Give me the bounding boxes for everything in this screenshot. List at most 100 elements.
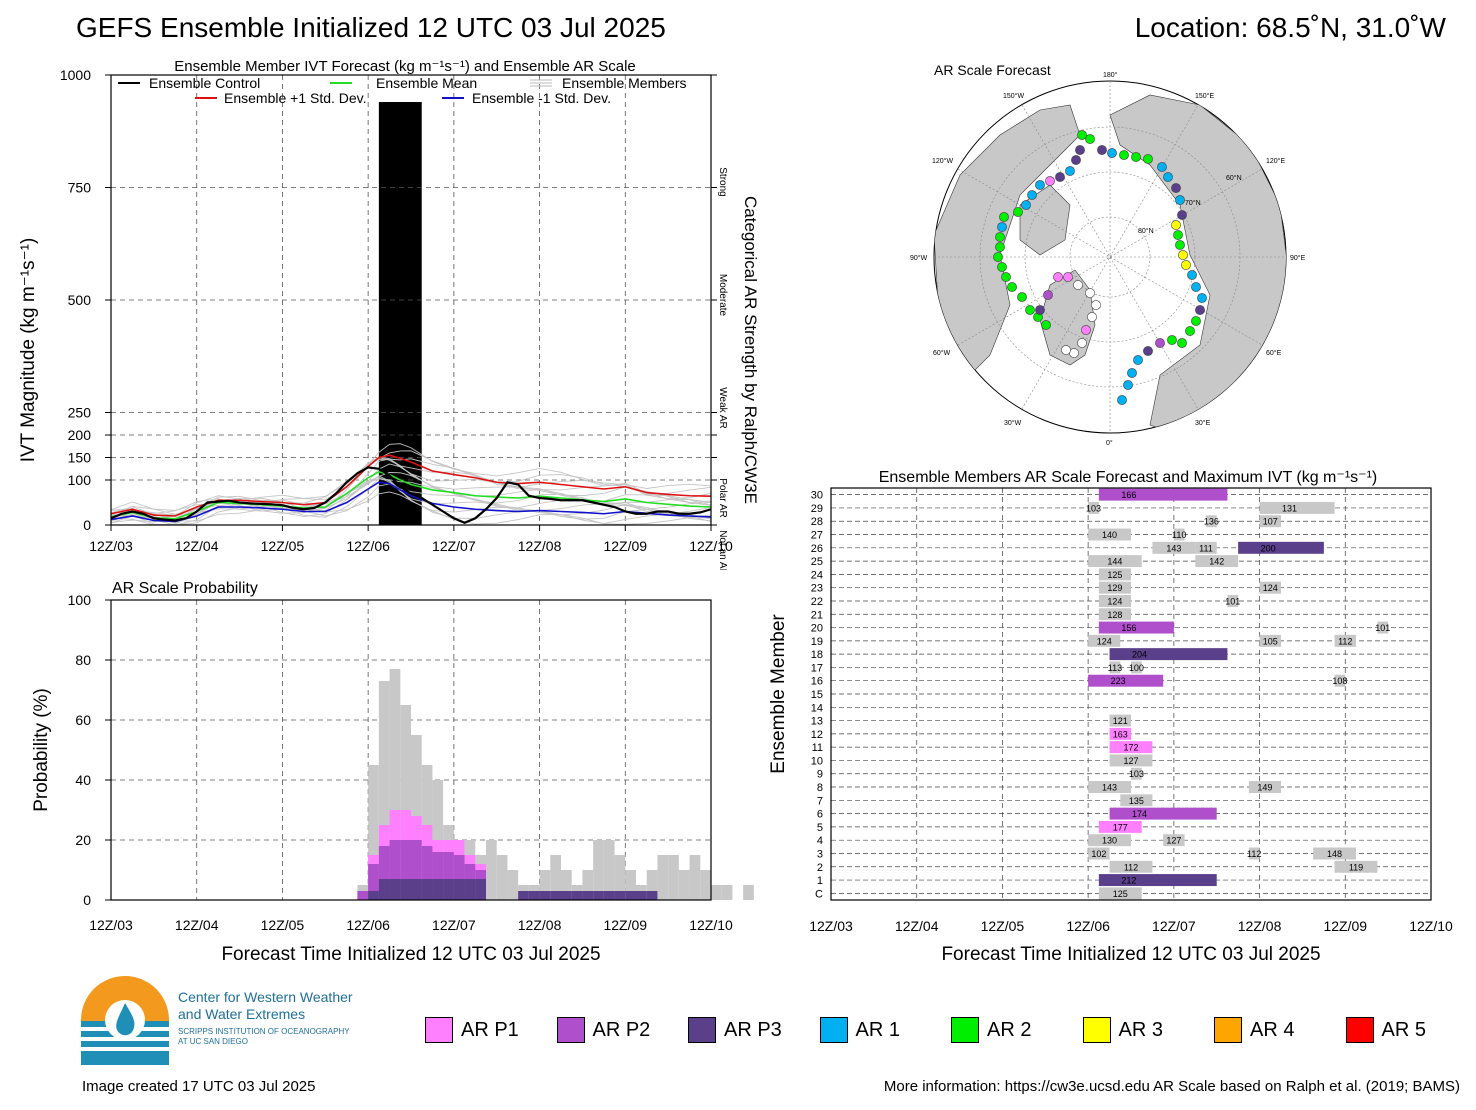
member-bar xyxy=(1131,767,1142,780)
ar-track-dot xyxy=(1073,280,1083,290)
legend-label: AR P1 xyxy=(461,1018,519,1041)
legend-item-ar-p2: AR P2 xyxy=(556,1015,650,1045)
ar-track-dot xyxy=(1061,345,1071,355)
ar-track-dot xyxy=(1175,195,1185,205)
x-tick-label: 12Z/07 xyxy=(432,917,476,933)
member-bar xyxy=(1259,515,1281,528)
y-tick-label: 150 xyxy=(68,450,92,466)
page-title: GEFS Ensemble Initialized 12 UTC 03 Jul … xyxy=(76,12,666,43)
member-ivt-label: 135 xyxy=(1129,796,1144,806)
member-ivt-label: 172 xyxy=(1123,743,1138,753)
member-bar xyxy=(1098,594,1131,607)
org-name-4: AT UC SAN DIEGO xyxy=(178,1037,248,1046)
prob-bar-p2 xyxy=(357,891,369,900)
member-label: 8 xyxy=(817,782,823,794)
lon-label: 150°W xyxy=(1003,92,1024,100)
member-label: 20 xyxy=(811,623,823,635)
lon-label: 90°E xyxy=(1290,254,1306,262)
member-label: 26 xyxy=(811,543,823,555)
ar-track-dot xyxy=(1041,320,1051,330)
prob-bar-any xyxy=(368,765,379,900)
prob-bar-any xyxy=(603,840,615,900)
member-bar xyxy=(1206,515,1217,528)
prob-bar-p3 xyxy=(389,879,401,900)
lon-label: 60°W xyxy=(933,349,951,357)
member-label: 6 xyxy=(817,809,823,821)
member-label: 18 xyxy=(811,649,823,661)
prob-bar-any xyxy=(486,840,497,900)
lon-label: 90°W xyxy=(910,254,928,262)
prob-bar-p3 xyxy=(603,891,615,900)
ar-track-dot xyxy=(1053,272,1063,282)
member-ivt-label: 102 xyxy=(1091,849,1106,859)
x-tick-label: 12Z/05 xyxy=(261,917,305,933)
member-ivt-label: 101 xyxy=(1225,596,1240,606)
ar-track-dot xyxy=(1178,250,1188,260)
member-label: C xyxy=(815,888,823,900)
x-tick-label: 12Z/10 xyxy=(689,538,733,554)
member-ivt-label: 127 xyxy=(1166,836,1181,846)
member-bar xyxy=(1259,581,1281,594)
ar-track-dot xyxy=(1063,272,1073,282)
lat-label: 70°N xyxy=(1185,199,1201,207)
map-land xyxy=(934,94,1286,433)
member-bar xyxy=(1088,501,1099,514)
prob-bar-p2 xyxy=(453,855,465,900)
ar-track-dot xyxy=(1035,180,1045,190)
ar-track-dot xyxy=(1001,272,1011,282)
prob-bar-p3 xyxy=(582,891,594,900)
ar-shading xyxy=(378,102,422,525)
member-bar xyxy=(1088,674,1164,687)
ivt-chart: 0 100 150 200 250 500 750 1000 12Z/03 12Z/04 12Z/0… xyxy=(18,58,760,570)
prob-bar-any xyxy=(625,870,636,900)
ar-track-dot xyxy=(1035,305,1045,315)
ar-track-dot xyxy=(993,252,1003,262)
member-bar xyxy=(1098,887,1142,900)
legend-swatch xyxy=(425,1017,453,1043)
lon-label: 180° xyxy=(1103,71,1118,79)
ar-track-dot xyxy=(995,232,1005,242)
member-bar xyxy=(1259,634,1281,647)
prob-bar-p3 xyxy=(636,891,647,900)
member-bar xyxy=(1152,541,1196,554)
y-tick-label: 60 xyxy=(75,712,91,728)
ar-track-dot xyxy=(1127,368,1137,378)
member-ivt-label: 111 xyxy=(1199,543,1213,553)
ivt-title: Ensemble Member IVT Forecast (kg m⁻¹s⁻¹)… xyxy=(174,58,636,75)
ar-scale-map: AR Scale Forecast 180° 150°E 120°E 90°E … xyxy=(910,62,1306,447)
member-bar xyxy=(1088,555,1142,568)
member-ivt-label: 121 xyxy=(1113,716,1128,726)
prob-bar-any xyxy=(743,885,754,900)
member-bar xyxy=(1313,847,1356,860)
minus_sd-line xyxy=(110,481,712,523)
ar-track-dot xyxy=(1175,240,1185,250)
legend-label: AR P3 xyxy=(724,1018,782,1041)
ar-track-dot xyxy=(1177,210,1187,220)
ar-track-dot xyxy=(1119,150,1129,160)
prob-bar-p3 xyxy=(646,891,658,900)
ar-track-dot xyxy=(1187,270,1197,280)
member-bar xyxy=(1088,781,1131,794)
member-bar xyxy=(1088,634,1121,647)
member-ivt-label: 140 xyxy=(1102,530,1117,540)
created-timestamp: Image created 17 UTC 03 Jul 2025 xyxy=(82,1078,316,1095)
legend-swatch xyxy=(1345,1017,1374,1043)
member-label: 29 xyxy=(811,503,823,515)
member-bar xyxy=(1248,847,1260,860)
org-name-3: SCRIPPS INSTITUTION OF OCEANOGRAPHY xyxy=(178,1027,350,1036)
x-tick-label: 12Z/06 xyxy=(346,917,390,933)
legend-item-ar-5: AR 5 xyxy=(1345,1015,1426,1045)
legend-minus-sd: Ensemble -1 Std. Dev. xyxy=(472,90,611,106)
member-ivt-label: 107 xyxy=(1263,517,1278,527)
member-ivt-label: 174 xyxy=(1132,809,1147,819)
y-tick-label: 750 xyxy=(68,180,92,196)
member-ivt-label: 128 xyxy=(1107,610,1122,620)
ivt-ylabel: IVT Magnitude (kg m⁻¹s⁻¹) xyxy=(18,238,39,463)
control-line xyxy=(110,466,712,524)
member-bar xyxy=(1334,860,1378,873)
ar-track-dot xyxy=(1181,260,1191,270)
member-ivt-label: 127 xyxy=(1123,756,1138,766)
member-xlabel: Forecast Time Initialized 12 UTC 03 Jul … xyxy=(941,944,1320,965)
x-tick-label: 12Z/04 xyxy=(175,538,219,554)
ar-track-dot xyxy=(1133,355,1143,365)
